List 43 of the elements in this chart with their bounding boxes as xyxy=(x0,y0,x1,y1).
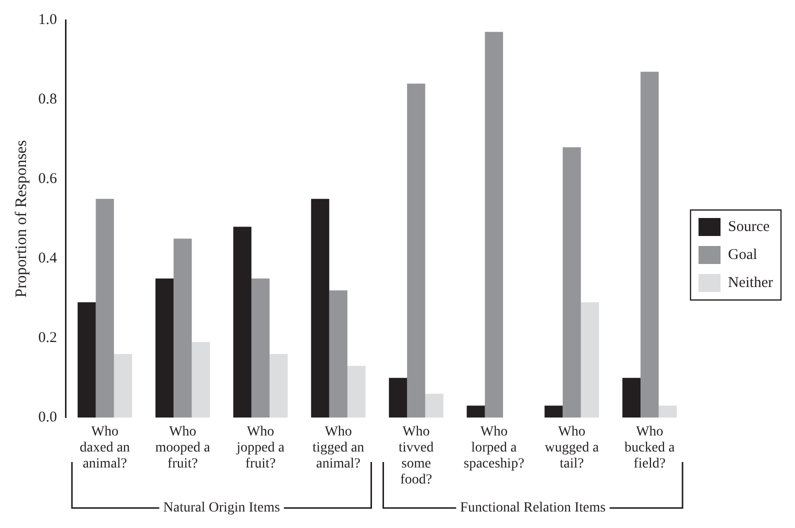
y-tick-label: 1.0 xyxy=(38,12,57,28)
bar xyxy=(174,238,192,418)
y-axis-title: Proportion of Responses xyxy=(12,140,30,298)
bar xyxy=(311,198,330,418)
bar xyxy=(658,406,677,418)
bar xyxy=(562,147,581,418)
bar xyxy=(466,406,485,418)
bar xyxy=(640,72,659,418)
x-tick-label: Who tivved some food? xyxy=(398,424,434,488)
y-tick-label: 0.2 xyxy=(38,330,57,346)
y-tick-label: 0.0 xyxy=(38,410,57,426)
bar xyxy=(622,378,641,418)
bar xyxy=(155,278,174,418)
x-tick-label: Who bucked a field? xyxy=(624,424,676,472)
bar xyxy=(329,290,348,418)
legend-label: Goal xyxy=(728,246,758,263)
x-tick-label: Who jopped a fruit? xyxy=(236,424,286,472)
y-tick-label: 0.4 xyxy=(38,250,58,266)
y-tick-label: 0.6 xyxy=(38,170,58,187)
x-tick-label: Who mooped a fruit? xyxy=(155,424,211,472)
bar xyxy=(544,406,563,418)
legend-label: Neither xyxy=(728,274,774,291)
x-tick-label: Who tigged an animal? xyxy=(312,424,364,472)
bar xyxy=(388,378,408,418)
bar xyxy=(484,32,504,418)
bar xyxy=(233,226,252,418)
bar xyxy=(114,354,132,418)
legend-label: Source xyxy=(728,218,770,235)
bar xyxy=(407,84,426,418)
x-tick-label: Who wugged a tail? xyxy=(544,424,600,472)
bar xyxy=(347,366,366,418)
bar xyxy=(251,278,270,418)
text: Natural Origin Items xyxy=(163,500,280,516)
x-tick-label: Who daxed an animal? xyxy=(80,424,130,472)
bar xyxy=(270,354,288,418)
y-tick-label: 0.8 xyxy=(38,91,57,108)
bar xyxy=(192,342,210,418)
bar xyxy=(425,394,444,418)
bar xyxy=(96,198,114,418)
text: Functional Relation Items xyxy=(460,500,606,516)
bar xyxy=(580,302,600,418)
x-tick-label: Who lorped a spaceship? xyxy=(464,424,524,472)
bar xyxy=(78,302,96,418)
